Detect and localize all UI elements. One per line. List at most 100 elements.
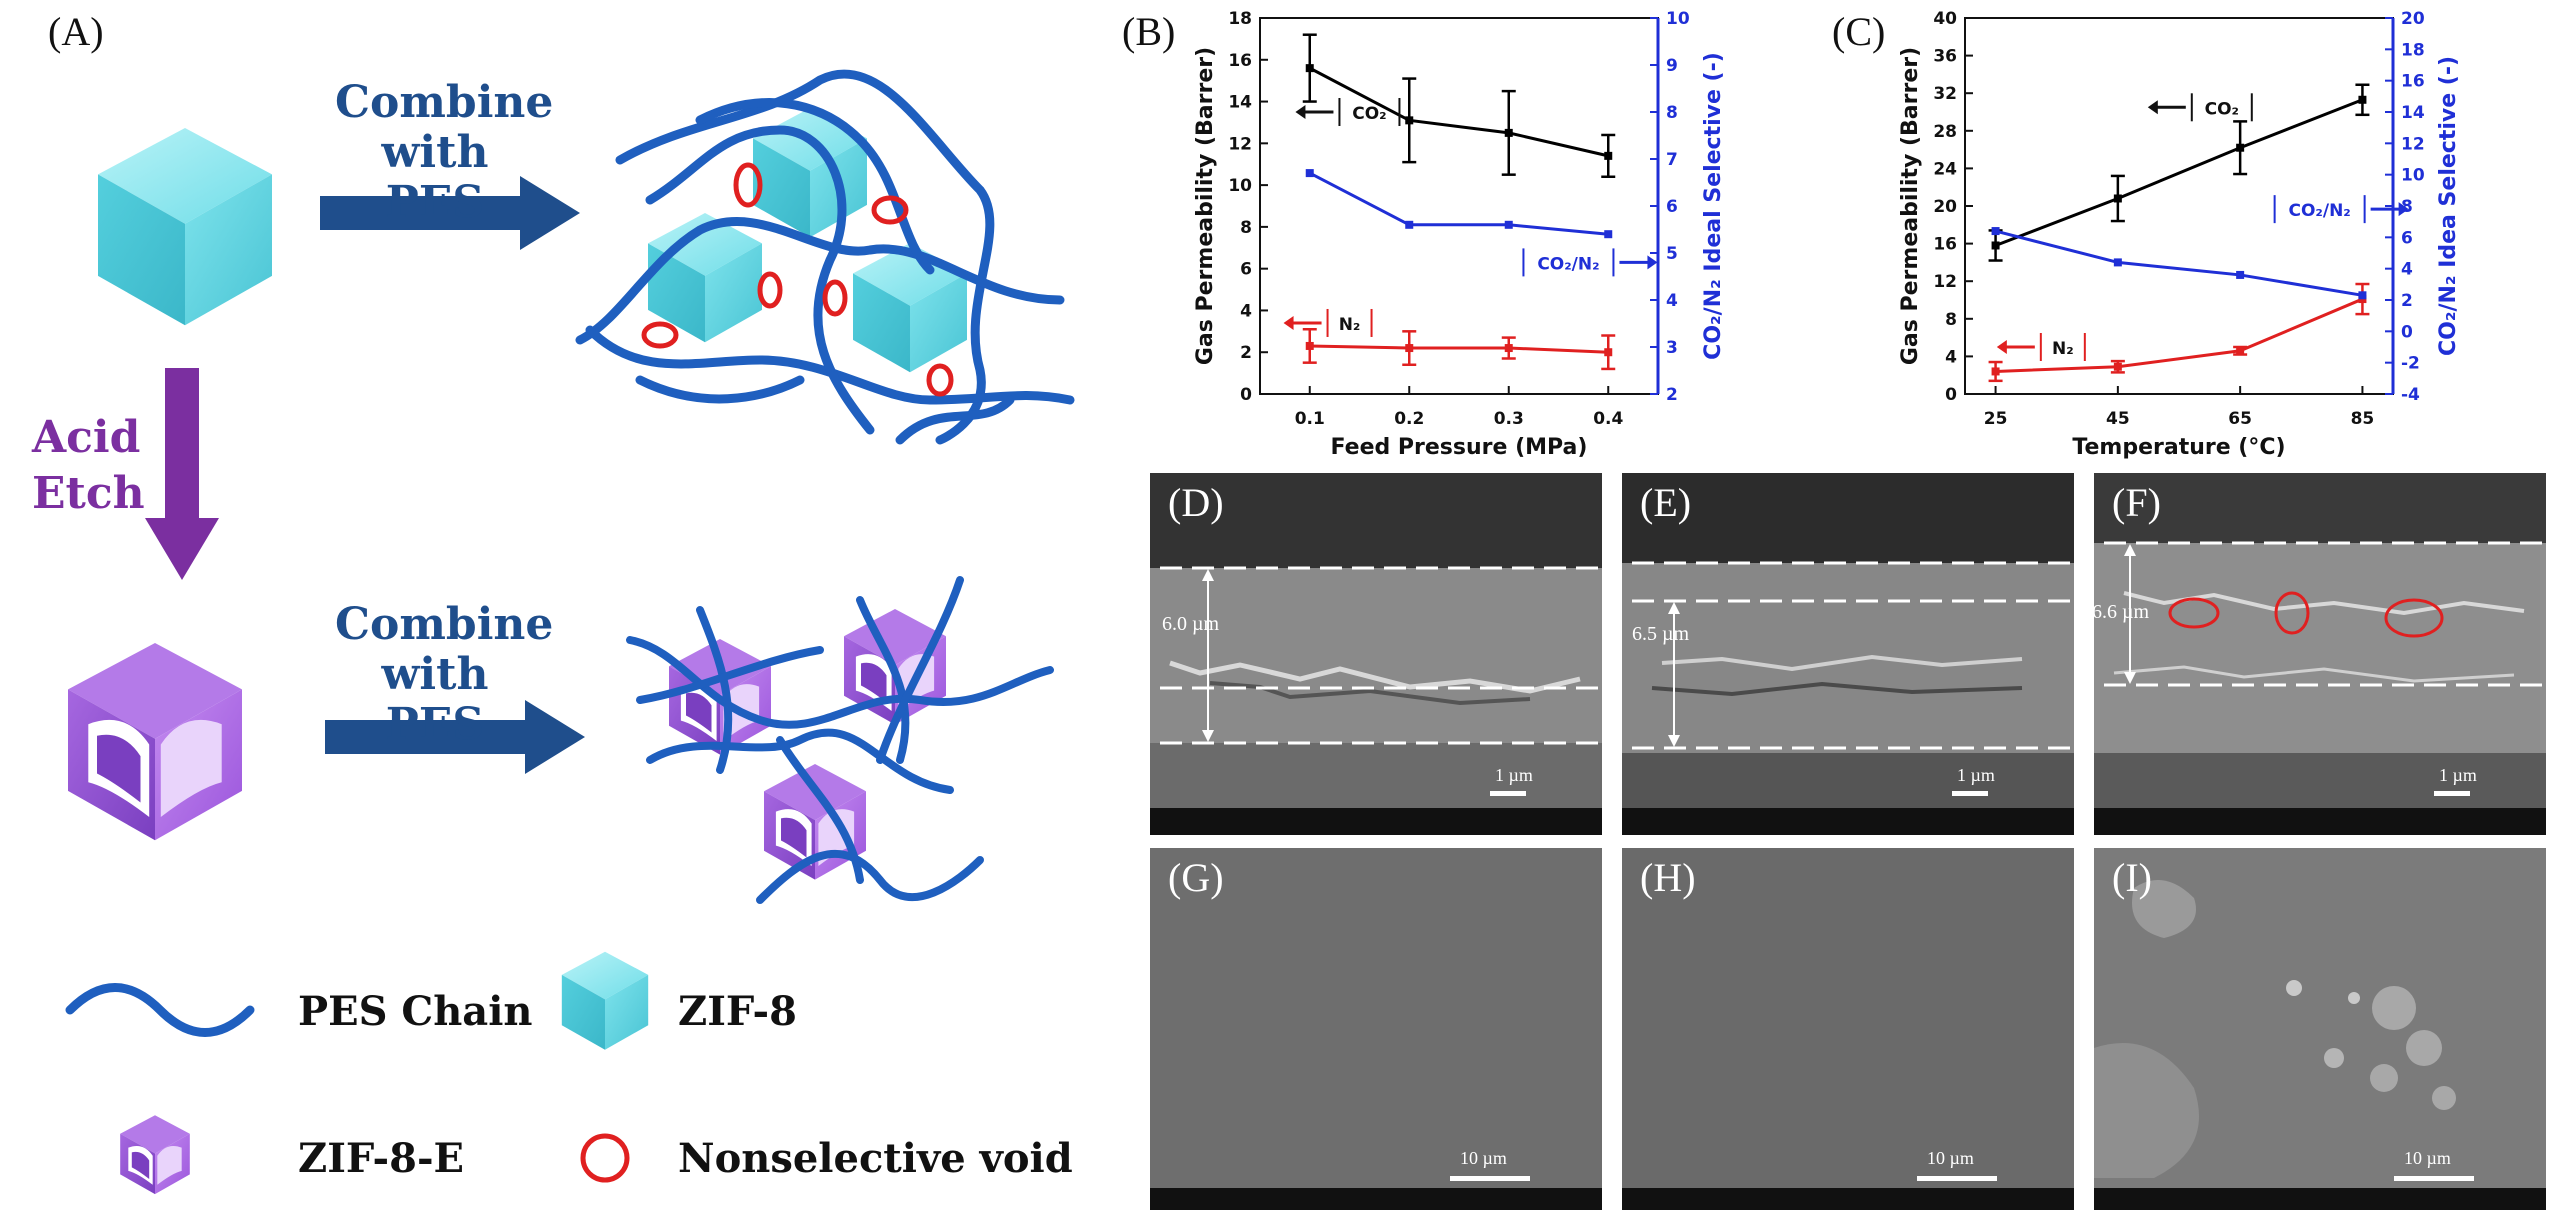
- data-point: [2113, 362, 2122, 371]
- annotation-arrowhead: [1295, 105, 1306, 119]
- y-tick-label: 28: [1933, 122, 1957, 142]
- series-line-CO₂/N₂: [1995, 229, 2363, 297]
- data-point: [1991, 241, 2000, 250]
- y2-tick-label: 9: [1666, 56, 1678, 76]
- sem-image-f: (F) 6.6 µm 1 µm: [2094, 473, 2546, 835]
- y2-tick-label: 14: [2401, 103, 2425, 123]
- data-point: [1405, 344, 1414, 353]
- y2-tick-label: 5: [1666, 244, 1678, 264]
- y2-tick-label: 4: [2401, 260, 2413, 280]
- panel-label-g: (G): [1168, 855, 1224, 900]
- zif8-crystal-large: [98, 128, 272, 326]
- legend-zif8e: ZIF-8-E: [298, 1135, 465, 1182]
- y2-tick-label: 6: [2401, 228, 2413, 248]
- scale-label-e: 1 µm: [1957, 765, 1995, 785]
- y2-axis-label: CO₂/N₂ Ideal Selective (-): [1701, 52, 1726, 360]
- panel-label-c: (C): [1832, 9, 1886, 54]
- annotation-arrowhead: [1996, 340, 2007, 354]
- series-line-N₂: [1309, 344, 1609, 354]
- pes-chain-legend-icon: [65, 983, 255, 1037]
- y2-tick-label: 12: [2401, 134, 2425, 154]
- y-tick-label: 4: [1240, 301, 1252, 321]
- y2-tick-label: 7: [1666, 150, 1678, 170]
- y-tick-label: 4: [1945, 347, 1957, 367]
- legend-pes-chain: PES Chain: [298, 988, 533, 1035]
- data-point: [1305, 64, 1314, 73]
- y-tick-label: 10: [1228, 176, 1252, 196]
- y-tick-label: 0: [1945, 385, 1957, 405]
- y-tick-label: 8: [1945, 310, 1957, 330]
- combine-label-bottom: Combine with PES: [335, 599, 554, 750]
- y-axis-label: Gas Permeability (Barrer): [1193, 47, 1218, 365]
- y2-tick-label: 20: [2401, 9, 2425, 29]
- x-tick-label: 85: [2351, 409, 2375, 429]
- x-axis-label: Temperature (°C): [2072, 435, 2285, 460]
- panel-label-d: (D): [1168, 480, 1224, 525]
- panel-label-e: (E): [1640, 480, 1692, 525]
- y2-tick-label: 18: [2401, 40, 2425, 60]
- y2-tick-label: 0: [2401, 322, 2413, 342]
- y2-tick-label: 4: [1666, 291, 1678, 311]
- zif8-legend-icon: [561, 951, 649, 1050]
- annotation-arrowhead: [1647, 255, 1658, 270]
- x-tick-label: 0.3: [1494, 409, 1524, 429]
- data-point: [1405, 116, 1414, 125]
- data-point: [1991, 227, 2000, 236]
- x-tick-label: 65: [2228, 409, 2252, 429]
- data-point: [1504, 220, 1513, 229]
- legend-nonselective-void: Nonselective void: [678, 1135, 1073, 1182]
- thickness-label-d: 6.0 µm: [1162, 613, 1220, 635]
- panel-label-i: (I): [2112, 855, 2152, 900]
- data-point: [2236, 143, 2245, 152]
- y2-tick-label: 8: [1666, 103, 1678, 123]
- data-point: [2236, 346, 2245, 355]
- y-tick-label: 40: [1933, 9, 1957, 29]
- combine-label-top: Combine with PES: [335, 77, 554, 228]
- x-tick-label: 0.2: [1394, 409, 1424, 429]
- legend-zif8: ZIF-8: [678, 988, 797, 1035]
- x-tick-label: 25: [1984, 409, 2008, 429]
- data-point: [2358, 95, 2367, 104]
- x-tick-label: 0.1: [1295, 409, 1325, 429]
- data-point: [1305, 341, 1314, 350]
- data-point: [1991, 367, 2000, 376]
- schematic-graphics: [65, 69, 1075, 1195]
- annotation-n2: N₂: [1339, 315, 1361, 335]
- y-tick-label: 16: [1228, 51, 1252, 71]
- y-tick-label: 18: [1228, 9, 1252, 29]
- y2-tick-label: -4: [2401, 385, 2420, 405]
- annotation-arrowhead: [2147, 100, 2158, 115]
- y2-tick-label: 16: [2401, 72, 2425, 92]
- zif8e-legend-icon: [120, 1115, 190, 1195]
- zif8e-pes-composite: [626, 576, 1054, 904]
- acid-etch-arrow: [145, 368, 219, 580]
- y-tick-label: 12: [1933, 272, 1957, 292]
- data-point: [1604, 230, 1613, 239]
- y-tick-label: 6: [1240, 260, 1252, 280]
- thickness-label-e: 6.5 µm: [1632, 623, 1690, 645]
- annotation-ratio: CO₂/N₂: [1537, 254, 1599, 274]
- y2-axis-label: CO₂/N₂ Idea Selective (-): [2436, 56, 2461, 356]
- y-tick-label: 14: [1228, 93, 1252, 113]
- data-point: [2236, 270, 2245, 279]
- data-point: [1604, 348, 1613, 357]
- data-point: [2113, 258, 2122, 267]
- y-tick-label: 8: [1240, 218, 1252, 238]
- series-line-CO₂: [1309, 66, 1609, 158]
- y2-tick-label: 10: [2401, 166, 2425, 186]
- data-point: [2113, 194, 2122, 203]
- panel-label-h: (H): [1640, 855, 1696, 900]
- data-point: [1504, 344, 1513, 353]
- chart-temperature: 0481216202428323640-4-202468101214161820…: [1898, 9, 2461, 460]
- y2-tick-label: 10: [1666, 9, 1690, 29]
- data-point: [1504, 128, 1513, 137]
- sem-image-h: (H) 10 µm: [1622, 848, 2074, 1210]
- annotation-arrowhead: [1283, 315, 1294, 330]
- y2-tick-label: -2: [2401, 354, 2420, 374]
- y2-tick-label: 2: [1666, 385, 1678, 405]
- y2-tick-label: 8: [2401, 197, 2413, 217]
- y2-tick-label: 3: [1666, 338, 1678, 358]
- y-tick-label: 36: [1933, 47, 1957, 67]
- series-line-N₂: [1995, 297, 2364, 373]
- series-line-CO₂/N₂: [1309, 171, 1609, 236]
